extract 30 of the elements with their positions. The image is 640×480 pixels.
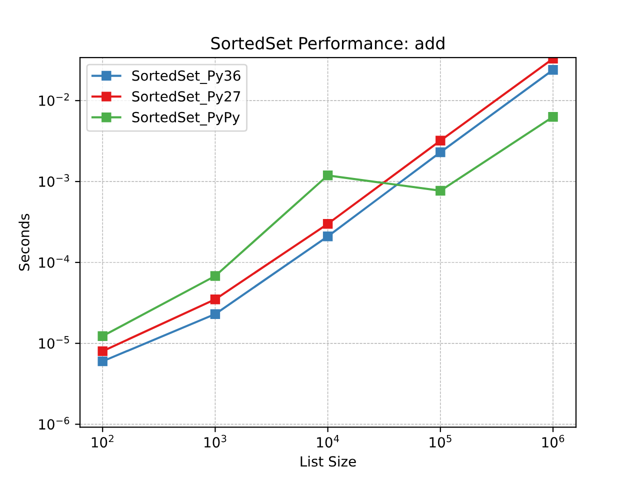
- point: [548, 112, 558, 122]
- x-tick-label: 10$^{5}$: [430, 434, 452, 448]
- y-tick-label: 10$^{−6}$: [39, 416, 70, 430]
- x-tick-label: 10$^{4}$: [317, 434, 340, 448]
- point: [436, 147, 446, 158]
- chart-title: SortedSet Performance: add: [211, 36, 444, 50]
- y-tick-label: 10$^{−5}$: [39, 336, 69, 349]
- legend-label: SortedSet_Py36: [132, 70, 240, 84]
- x-axis-title: List Size: [300, 456, 356, 467]
- legend-label: SortedSet_PyPy: [132, 112, 240, 126]
- point: [210, 294, 220, 304]
- y-tick-label: 10$^{−2}$: [39, 93, 69, 106]
- x-tick-label: 10$^{3}$: [204, 434, 226, 448]
- y-tick-label: 10$^{−4}$: [39, 255, 70, 268]
- point: [322, 232, 333, 242]
- point: [436, 186, 446, 196]
- point: [98, 346, 108, 356]
- x-tick-label: 10$^{6}$: [542, 434, 564, 448]
- point: [210, 271, 220, 281]
- point: [210, 309, 220, 319]
- x-tick-label: 10$^{2}$: [92, 434, 114, 448]
- point: [548, 64, 558, 75]
- point: [436, 136, 446, 146]
- point: [98, 331, 108, 341]
- point: [322, 170, 333, 180]
- point: [322, 218, 333, 229]
- y-axis-title: Seconds: [18, 214, 30, 271]
- y-tick-label: 10$^{−3}$: [39, 174, 69, 187]
- point: [98, 356, 108, 366]
- legend-label: SortedSet_Py27: [132, 90, 240, 105]
